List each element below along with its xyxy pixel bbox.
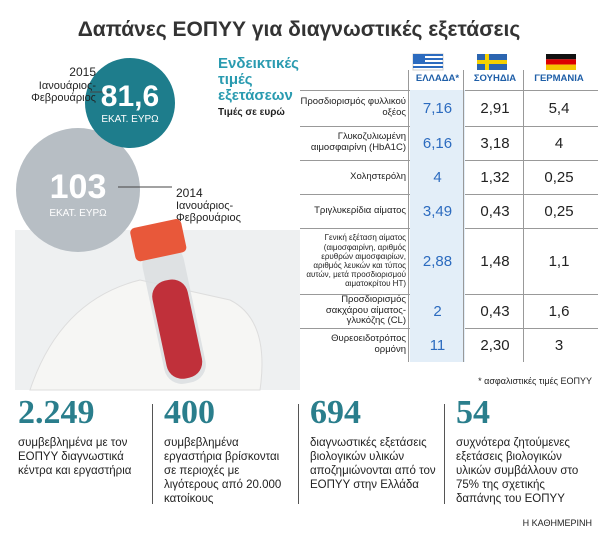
table-cell: 0,43 — [480, 302, 510, 320]
table-cell: 4 — [410, 160, 465, 194]
row-label-text: Χοληστερόλη — [350, 170, 406, 182]
circle-value: 103 — [49, 168, 107, 206]
table-cell: 0,25 — [544, 202, 574, 220]
table-cell: 0,43 — [480, 202, 510, 220]
table-cell: 0,25 — [544, 168, 574, 186]
row-label-text: Γλυκοζυλιωμένη αιμοσφαιρίνη (HbA1C) — [310, 131, 406, 153]
title: Δαπάνες ΕΟΠΥΥ για διαγνωστικές εξετάσεις — [77, 18, 521, 41]
column-divider — [408, 70, 409, 362]
row-label-text: Προσδιορισμός φυλλικού οξέος — [300, 96, 406, 118]
row-label: Γλυκοζυλιωμένη αιμοσφαιρίνη (HbA1C) — [300, 126, 406, 160]
stat-number: 2.249 — [18, 394, 95, 431]
flags — [412, 53, 576, 71]
stat-text: συμβεβλημένα με τον ΕΟΠΥΥ διαγνωστικά κέ… — [18, 437, 132, 477]
column-header: ΕΛΛΑΔΑ* — [415, 73, 460, 84]
row-label-text: Γενική εξέταση αίματος (αιμοσφαιρίνη, αρ… — [306, 233, 406, 289]
circle-period: Ιανουάριος-Φεβρουάριος — [176, 200, 241, 224]
circle-period: Ιανουάριος-Φεβρουάριος — [31, 80, 96, 104]
stat-text: συχνότερα ζητούμενες εξετάσεις βιολογικώ… — [456, 437, 579, 505]
column-header: ΓΕΡΜΑΝΙΑ — [534, 73, 584, 84]
row-label: Προσδιορισμός φυλλικού οξέος — [300, 90, 406, 126]
stat-text: διαγνωστικές εξετάσεις βιολογικών υλικών… — [310, 437, 436, 491]
row-label-text: Τριγλυκερίδια αίματος — [314, 204, 406, 216]
row-label: Θυρεοειδοτρόπος ορμόνη — [300, 328, 406, 362]
column-divider — [463, 70, 464, 362]
stat-text: συμβεβλημένα εργαστήρια βρίσκονται σε πε… — [164, 437, 282, 505]
circle-year: 2014 — [176, 186, 203, 200]
column-header: ΣΟΥΗΔΙΑ — [473, 73, 517, 84]
table-cell: 2,88 — [410, 228, 465, 294]
table-cell: 3,18 — [480, 134, 510, 152]
circle-unit: ΕΚΑΤ. ΕΥΡΩ — [49, 208, 107, 219]
table-cell: 2,91 — [480, 99, 510, 117]
row-label: Χοληστερόλη — [300, 160, 406, 194]
circle-unit: ΕΚΑΤ. ΕΥΡΩ — [101, 114, 159, 125]
table-cell: 6,16 — [410, 126, 465, 160]
stat-divider — [152, 404, 153, 504]
table-cell: 2 — [410, 294, 465, 328]
illustration — [15, 58, 300, 391]
table-heading: Ενδεικτικές τιμές εξετάσεων — [218, 55, 299, 104]
stat-divider — [444, 404, 445, 504]
table-cell: 2,30 — [480, 336, 510, 354]
row-label: Τριγλυκερίδια αίματος — [300, 194, 406, 228]
row-label: Γενική εξέταση αίματος (αιμοσφαιρίνη, αρ… — [300, 228, 406, 294]
row-label-text: Προσδιορισμός σακχάρου αίματος-γλυκόζης … — [325, 293, 406, 327]
row-label: Προσδιορισμός σακχάρου αίματος-γλυκόζης … — [300, 294, 406, 328]
stat-number: 54 — [456, 394, 490, 431]
table-cell: 4 — [554, 134, 564, 152]
table-cell: 1,1 — [548, 252, 570, 270]
table-cell: 3,49 — [410, 194, 465, 228]
footnote: * ασφαλιστικές τιμές ΕΟΠΥΥ — [478, 376, 592, 386]
row-label-text: Θυρεοειδοτρόπος ορμόνη — [331, 333, 406, 355]
circle-year: 2015 — [69, 65, 96, 79]
stat-number: 400 — [164, 394, 215, 431]
circle-value: 81,6 — [100, 80, 160, 113]
table-cell: 7,16 — [410, 90, 465, 126]
table-cell: 11 — [410, 328, 465, 362]
table-cell: 3 — [554, 336, 564, 354]
price-table: ΕΛΛΑΔΑ* ΣΟΥΗΔΙΑ ΓΕΡΜΑΝΙΑ Προσδιορισμός φυλλ… — [300, 70, 598, 370]
table-cell: 1,32 — [480, 168, 510, 186]
column-divider — [523, 70, 524, 362]
table-cell: 5,4 — [548, 99, 570, 117]
table-subheading: Τιμές σε ευρώ — [218, 107, 285, 118]
source: Η ΚΑΘΗΜΕΡΙΝΗ — [522, 518, 592, 528]
table-cell: 1,48 — [480, 252, 510, 270]
stat-number: 694 — [310, 394, 361, 431]
stats: 2.249 συμβεβλημένα με τον ΕΟΠΥΥ διαγνωστι… — [0, 392, 598, 512]
stat-divider — [298, 404, 299, 504]
table-cell: 1,6 — [548, 302, 570, 320]
